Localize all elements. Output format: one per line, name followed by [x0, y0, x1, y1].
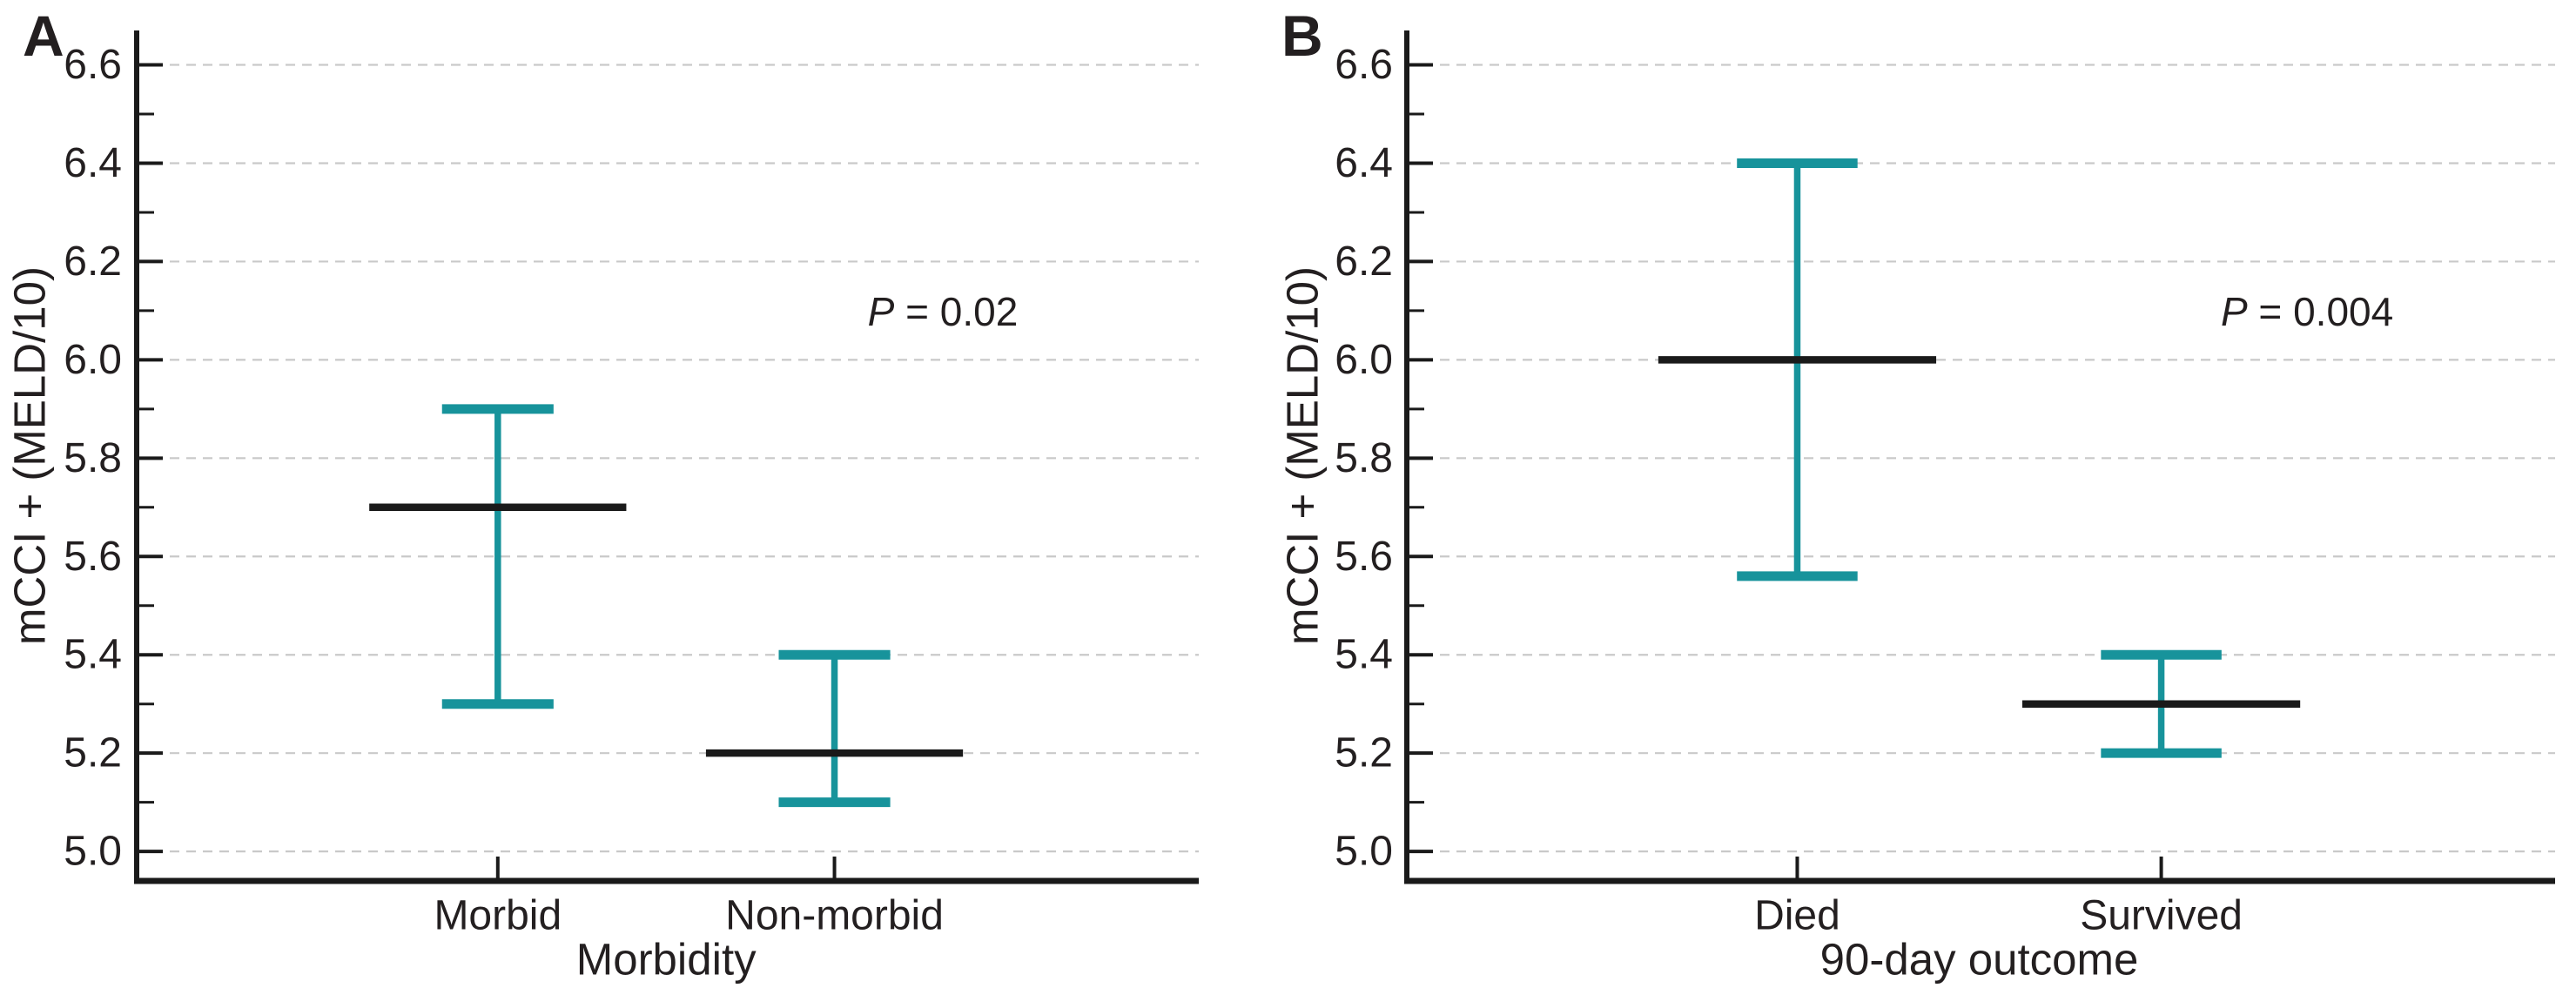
y-tick-label: 5.0 — [64, 829, 122, 875]
x-category-label: Non-morbid — [725, 893, 944, 939]
y-tick-label: 5.0 — [1335, 829, 1393, 875]
y-tick-label: 5.6 — [64, 534, 122, 580]
y-tick-label: 5.2 — [64, 730, 122, 776]
y-tick-label: 6.6 — [1335, 42, 1393, 88]
panel-b-chart: 5.0 5.2 5.4 5.6 5.8 6.0 6.2 6.4 6.6 Died Survived9… — [1278, 30, 2555, 985]
x-category-label: Survived — [2080, 893, 2243, 939]
panel-b-gridlines — [1407, 64, 2555, 853]
panel-a-y-axis: 5.0 5.2 5.4 5.6 5.8 6.0 6.2 6.4 6.6 — [64, 30, 163, 884]
panel-b-x-axis: Died Survived — [1404, 857, 2555, 939]
y-tick-label: 6.0 — [1335, 337, 1393, 383]
y-axis-title: mCCI + (MELD/10) — [5, 266, 55, 645]
x-category-label: Morbid — [434, 893, 562, 939]
p-value-label: P = 0.004 — [2221, 289, 2393, 334]
x-axis-title: Morbidity — [576, 935, 757, 985]
y-tick-label: 6.2 — [1335, 239, 1393, 285]
panel-a-letter: A — [23, 3, 64, 68]
error-bar-0 — [1658, 158, 1937, 581]
y-tick-label: 6.4 — [1335, 140, 1393, 186]
panel-b-y-axis: 5.0 5.2 5.4 5.6 5.8 6.0 6.2 6.4 6.6 — [1335, 30, 1433, 884]
y-tick-label: 6.0 — [64, 337, 122, 383]
error-bar-1 — [705, 649, 964, 808]
y-tick-label: 6.6 — [64, 42, 122, 88]
panel-a-x-axis: Morbid Non-morbid — [134, 857, 1199, 939]
y-tick-label: 6.4 — [64, 140, 122, 186]
y-tick-label: 5.6 — [1335, 534, 1393, 580]
y-tick-label: 5.8 — [64, 435, 122, 481]
panel-b-letter: B — [1281, 3, 1323, 68]
x-category-label: Died — [1754, 893, 1840, 939]
y-tick-label: 5.4 — [1335, 632, 1393, 678]
error-bar-0 — [369, 404, 627, 709]
error-bar-1 — [2021, 649, 2301, 758]
y-tick-label: 6.2 — [64, 239, 122, 285]
panel-a-gridlines — [137, 64, 1199, 853]
y-tick-label: 5.4 — [64, 632, 122, 678]
y-axis-title: mCCI + (MELD/10) — [1278, 266, 1328, 645]
y-tick-label: 5.8 — [1335, 435, 1393, 481]
y-tick-label: 5.2 — [1335, 730, 1393, 776]
p-value-label: P = 0.02 — [868, 289, 1019, 334]
x-axis-title: 90-day outcome — [1820, 935, 2139, 985]
panel-a-chart: 5.0 5.2 5.4 5.6 5.8 6.0 6.2 6.4 6.6 Morbid Non-mor… — [5, 30, 1199, 985]
